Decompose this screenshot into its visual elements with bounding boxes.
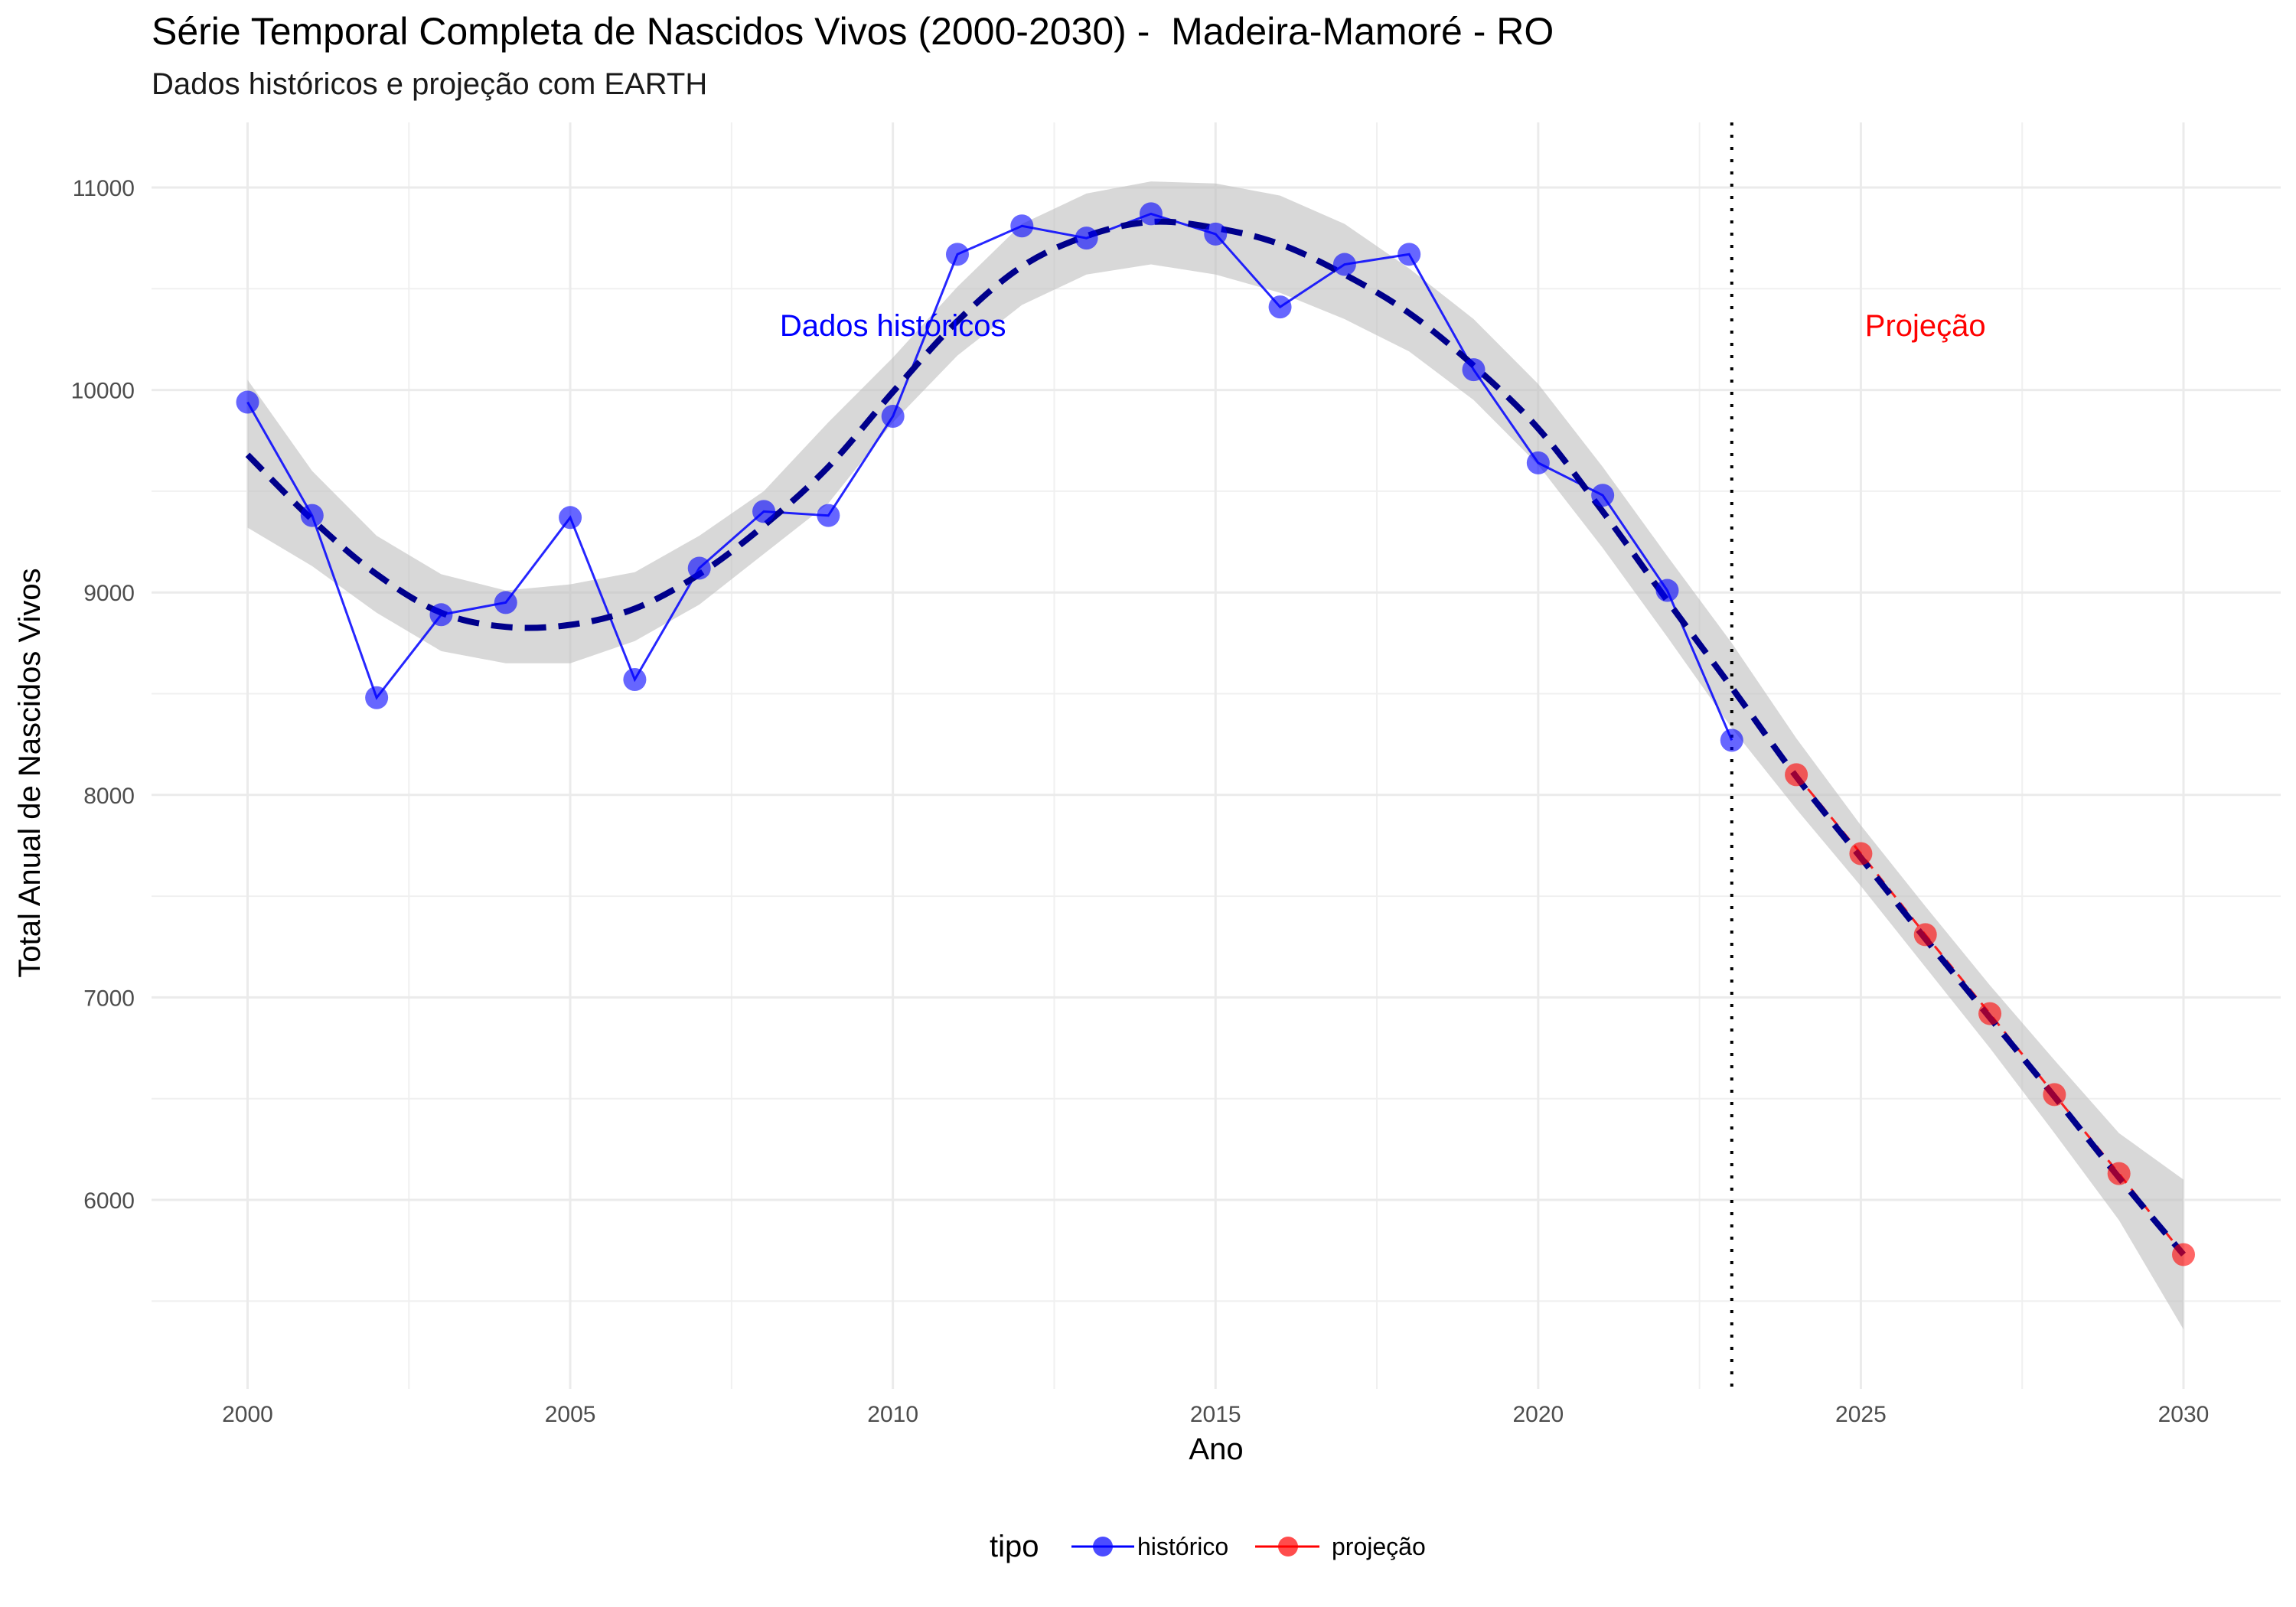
projecao-point	[2107, 1162, 2131, 1185]
trend-line-layer	[245, 218, 2187, 1257]
historico-point	[623, 667, 647, 691]
historico-point	[945, 243, 969, 266]
x-axis-title: Ano	[1189, 1433, 1243, 1466]
historico-point	[1526, 451, 1550, 474]
projecao-point	[1849, 842, 1873, 865]
x-tick-label: 2005	[545, 1402, 596, 1427]
annotation-layer: Dados históricos Projeção	[780, 309, 1986, 343]
historico-point	[236, 390, 259, 414]
legend-projecao-label: projeção	[1332, 1533, 1426, 1560]
major-grid	[152, 122, 2281, 1389]
point-layer	[236, 202, 2195, 1266]
x-tick-label: 2025	[1835, 1402, 1887, 1427]
historico-point	[300, 504, 324, 527]
historico-point	[1397, 243, 1421, 266]
tick-label-layer: 2000 2005 2010 2015 2020 2025 2030 6000 7000 8000…	[71, 176, 2210, 1427]
historico-point	[881, 404, 905, 428]
legend-historico-marker	[1093, 1537, 1113, 1556]
trend-line	[245, 218, 2187, 1257]
legend: tipo histórico projeção	[990, 1530, 1426, 1563]
historico-point	[494, 591, 517, 614]
historico-point	[1462, 358, 1486, 382]
projecao-point	[2043, 1083, 2066, 1107]
y-axis-title: Total Anual de Nascidos Vivos	[13, 568, 47, 977]
x-tick-label: 2000	[222, 1402, 273, 1427]
projecao-point	[1785, 763, 1808, 787]
chart-title: Série Temporal Completa de Nascidos Vivo…	[152, 10, 1554, 53]
y-tick-label: 7000	[83, 986, 135, 1011]
historico-point	[559, 506, 582, 530]
confidence-band	[247, 181, 2183, 1330]
historico-point	[1720, 729, 1743, 752]
historico-point	[1075, 227, 1098, 250]
historico-point	[1591, 484, 1615, 507]
historico-point	[1268, 295, 1292, 319]
historico-point	[817, 504, 840, 527]
legend-historico-label: histórico	[1137, 1533, 1228, 1560]
chart-subtitle: Dados históricos e projeção com EARTH	[152, 67, 708, 101]
x-tick-label: 2010	[867, 1402, 918, 1427]
y-tick-label: 11000	[73, 176, 135, 201]
y-tick-label: 6000	[83, 1188, 135, 1214]
annotation-dados-historicos: Dados históricos	[780, 309, 1006, 343]
confidence-band-layer	[247, 181, 2183, 1330]
historico-point	[752, 500, 776, 523]
annotation-projecao: Projeção	[1865, 309, 1986, 343]
historico-point	[429, 603, 453, 627]
historico-point	[1139, 202, 1163, 226]
projecao-point	[1913, 923, 1937, 947]
y-tick-label: 10000	[71, 379, 135, 404]
x-tick-label: 2015	[1190, 1402, 1241, 1427]
historico-point	[1655, 579, 1679, 602]
legend-projecao-marker	[1278, 1537, 1298, 1556]
historico-point	[687, 556, 711, 580]
legend-title: tipo	[990, 1530, 1039, 1563]
historico-point	[1010, 214, 1034, 238]
x-tick-label: 2030	[2158, 1402, 2210, 1427]
historico-point	[1332, 253, 1356, 276]
historico-point	[365, 686, 389, 709]
y-tick-label: 8000	[83, 784, 135, 809]
y-tick-label: 9000	[83, 581, 135, 606]
x-tick-label: 2020	[1512, 1402, 1564, 1427]
projecao-point	[1978, 1002, 2002, 1025]
historico-point	[1204, 222, 1228, 246]
projecao-point	[2172, 1243, 2195, 1266]
